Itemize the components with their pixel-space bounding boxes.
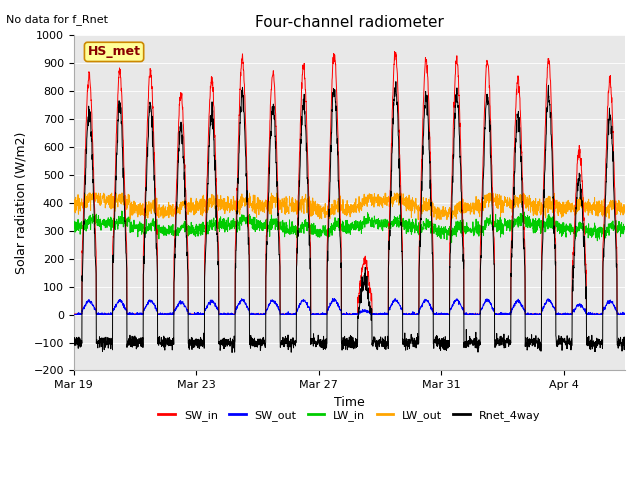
Y-axis label: Solar radiation (W/m2): Solar radiation (W/m2) [15,132,28,274]
Text: No data for f_Rnet: No data for f_Rnet [6,14,108,25]
Text: HS_met: HS_met [88,46,141,59]
Title: Four-channel radiometer: Four-channel radiometer [255,15,444,30]
Legend: SW_in, SW_out, LW_in, LW_out, Rnet_4way: SW_in, SW_out, LW_in, LW_out, Rnet_4way [154,406,545,425]
X-axis label: Time: Time [334,396,365,408]
